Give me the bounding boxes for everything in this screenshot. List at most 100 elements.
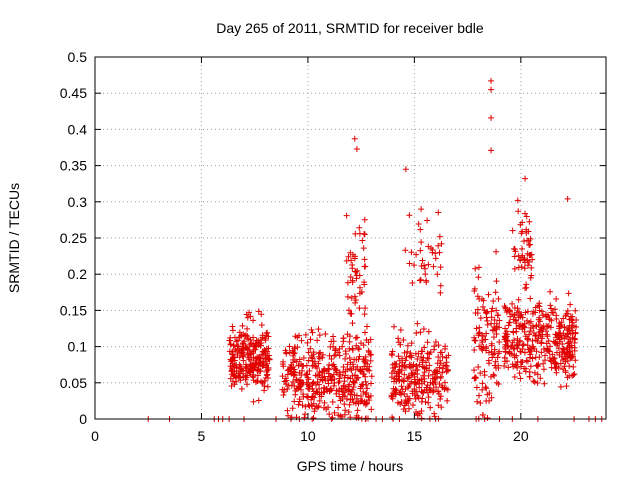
data-point [406,212,413,219]
data-point [314,337,321,344]
data-point [445,352,452,359]
data-point [359,381,366,388]
data-point [354,334,361,341]
data-point [328,338,335,345]
data-point [481,372,488,379]
data-point [562,367,569,374]
data-point [234,343,241,350]
data-point [355,356,362,363]
data-point [352,335,359,342]
data-point [305,385,312,392]
data-point [282,347,289,354]
data-point [315,360,322,367]
data-point [533,348,540,355]
y-tick-label: 0.25 [60,230,87,246]
data-point [474,398,481,405]
data-point [493,307,500,314]
data-point [495,350,502,357]
data-point [331,409,338,416]
data-point [398,391,405,398]
data-point [351,135,358,142]
data-point [431,413,438,420]
data-point [416,277,423,284]
data-point [306,381,313,388]
data-point [417,276,424,283]
data-point [285,412,292,419]
data-point [547,288,554,295]
data-point [489,354,496,361]
data-point [488,320,495,327]
x-tick-label: 15 [407,428,423,444]
data-point [229,327,236,334]
data-point [567,353,574,360]
data-point [405,384,412,391]
data-point [342,407,349,414]
data-point [367,336,374,343]
data-point [345,307,352,314]
data-point [358,368,365,375]
data-point [516,370,523,377]
data-point [551,355,558,362]
tick-labels: 0 0.05 0.1 0.15 0.2 0.25 0.3 0.35 0.4 0.45 0.5 0 5 10… [60,49,529,444]
data-point [475,330,482,337]
data-point [316,397,323,404]
data-point [518,311,525,318]
data-point [418,239,425,246]
data-point [527,274,534,281]
data-point [433,384,440,391]
data-point [473,384,480,391]
data-point [513,325,520,332]
data-point [364,361,371,368]
data-point [510,328,517,335]
data-point [436,233,443,240]
data-point [363,400,370,407]
data-point [395,353,402,360]
data-point [359,382,366,389]
data-point [231,372,238,379]
data-point [524,308,531,315]
data-point [326,411,333,418]
data-point [529,355,536,362]
data-point [546,316,553,323]
data-point [471,334,478,341]
data-point [362,415,369,422]
data-point [520,341,527,348]
data-point [357,385,364,392]
data-point [488,77,495,84]
data-point [567,348,574,355]
data-point [488,86,495,93]
x-tick-label: 5 [198,428,206,444]
data-point [288,382,295,389]
data-point [335,404,342,411]
data-point [532,309,539,316]
data-point [443,368,450,375]
data-point [570,372,577,379]
data-point [560,345,567,352]
data-point [258,322,265,329]
data-point [242,343,249,350]
data-point [509,339,516,346]
data-point [504,307,511,314]
data-point [534,362,541,369]
data-point [537,318,544,325]
data-point [572,307,579,314]
data-point [333,367,340,374]
data-point [472,265,479,272]
data-point [414,355,421,362]
data-point [511,311,518,318]
data-point [352,299,359,306]
data-point [563,383,570,390]
data-point [345,408,352,415]
data-point [489,305,496,312]
data-point [353,395,360,402]
data-point [389,348,396,355]
data-point [526,354,533,361]
data-point [402,385,409,392]
data-point [401,390,408,397]
data-point [431,346,438,353]
data-point [423,365,430,372]
data-point [484,415,491,422]
data-point [427,404,434,411]
data-point [567,338,574,345]
